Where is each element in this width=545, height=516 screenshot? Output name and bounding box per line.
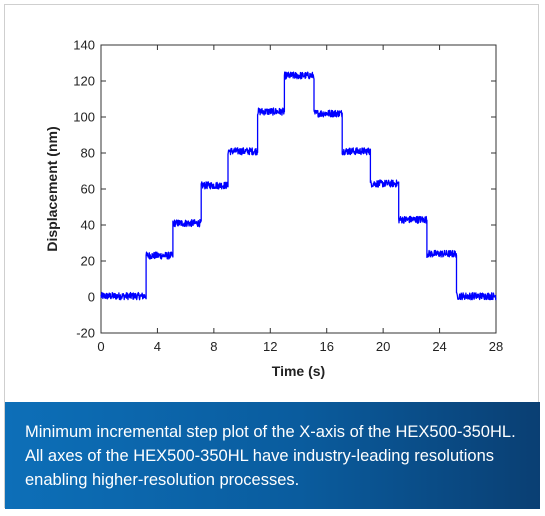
y-tick-label: -20 — [76, 326, 95, 341]
x-tick-label: 4 — [154, 339, 161, 354]
data-series-line — [100, 71, 497, 301]
plot-frame — [100, 44, 497, 334]
y-tick-label: 60 — [81, 182, 95, 197]
x-axis-label: Time (s) — [272, 363, 325, 379]
x-tick-label: 8 — [210, 339, 217, 354]
figure-caption: Minimum incremental step plot of the X-a… — [5, 402, 540, 509]
x-tick-label: 24 — [432, 339, 446, 354]
y-tick-label: 40 — [81, 218, 95, 233]
y-tick-label: 0 — [88, 290, 95, 305]
x-tick-label: 20 — [376, 339, 390, 354]
x-tick-label: 12 — [263, 339, 277, 354]
y-axis-label: Displacement (nm) — [44, 126, 60, 251]
x-tick-label: 16 — [319, 339, 333, 354]
y-tick-label: 100 — [73, 110, 95, 125]
y-tick-label: 120 — [73, 74, 95, 89]
y-tick-label: 80 — [81, 146, 95, 161]
y-tick-label: 20 — [81, 254, 95, 269]
figure-card: 0 4 8 12 16 20 24 28 -20 0 20 40 60 80 100 120 140 Time (… — [4, 4, 540, 509]
chart-container: 0 4 8 12 16 20 24 28 -20 0 20 40 60 80 100 120 140 Time (… — [5, 5, 540, 401]
y-tick-label: 140 — [73, 38, 95, 53]
x-tick-label: 0 — [97, 339, 104, 354]
x-tick-label: 28 — [489, 339, 503, 354]
